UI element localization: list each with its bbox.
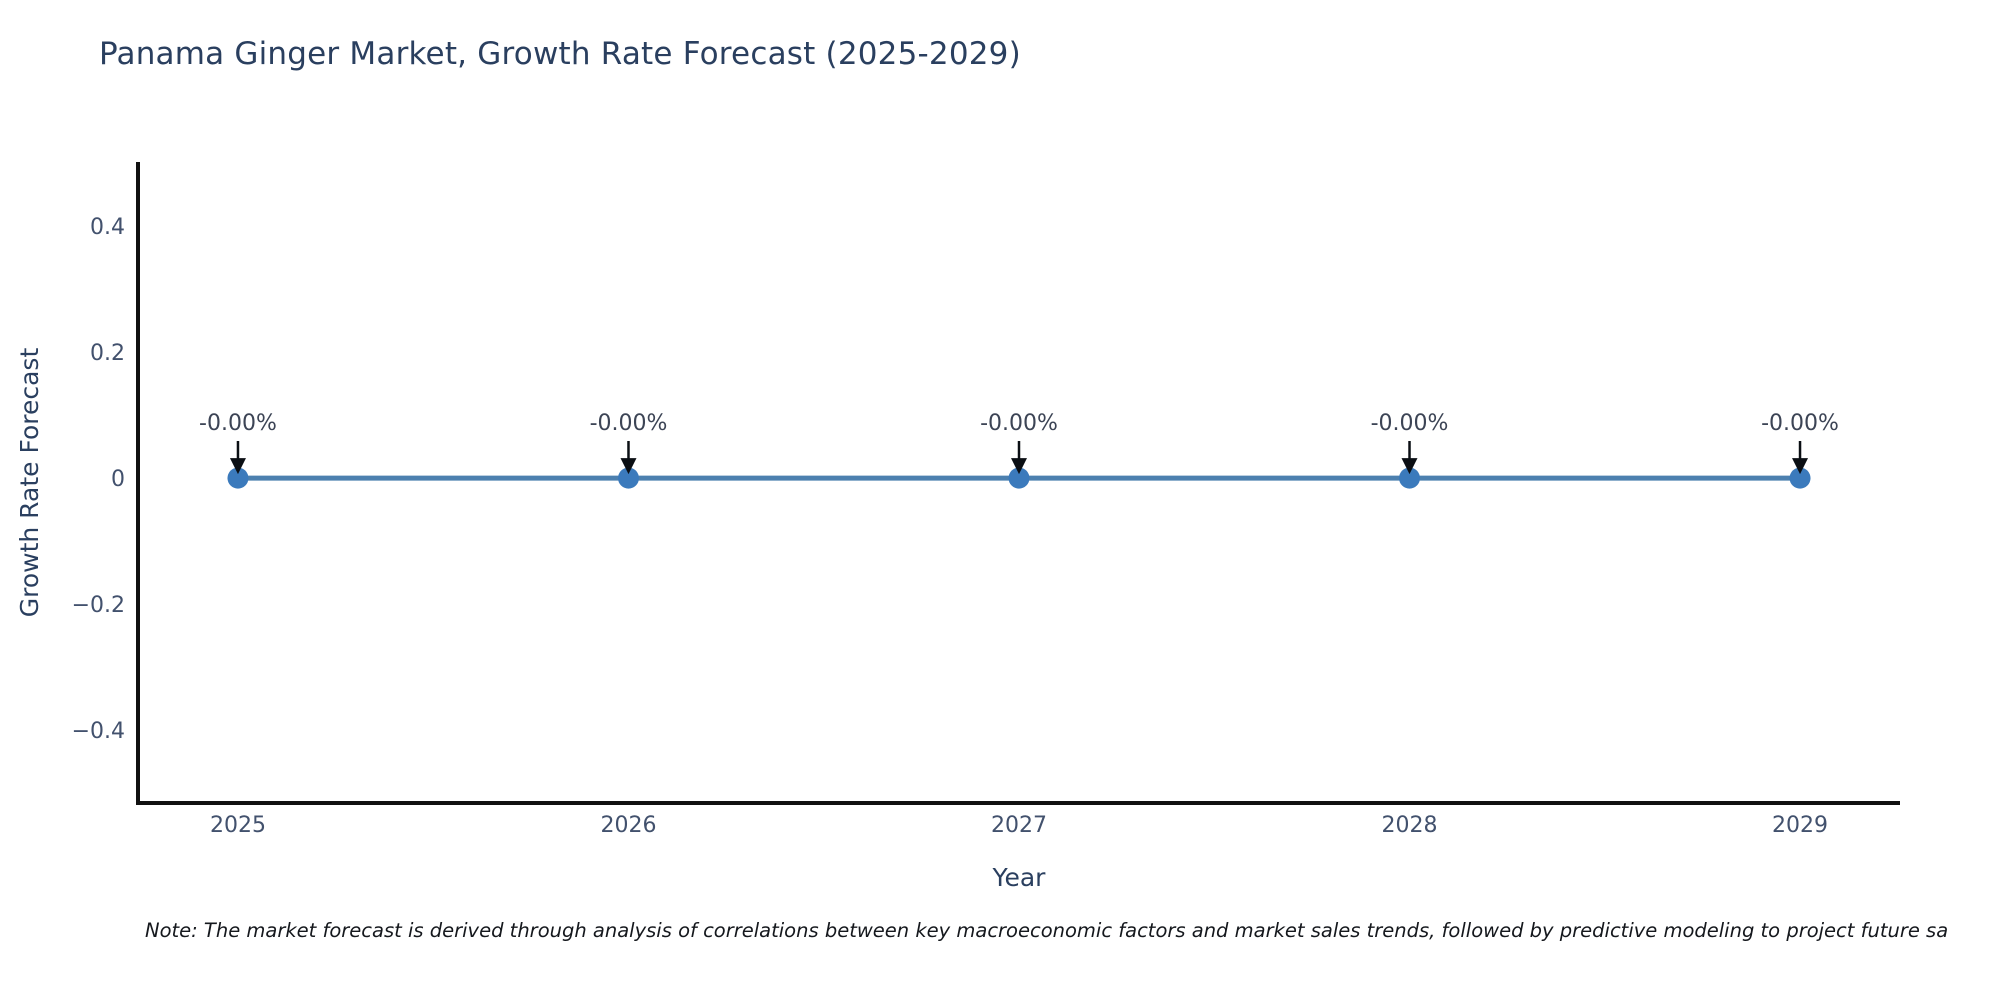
y-axis-title: Growth Rate Forecast — [15, 348, 44, 618]
annotation-arrowhead-icon — [620, 458, 637, 475]
y-tick-label: −0.4 — [72, 719, 125, 744]
x-tick-label: 2025 — [210, 813, 266, 838]
data-point-marker — [1008, 467, 1030, 489]
x-tick-label: 2027 — [991, 813, 1047, 838]
annotation-arrowhead-icon — [1401, 458, 1418, 475]
annotation-label: -0.00% — [590, 411, 668, 436]
footnote-text: Note: The market forecast is derived thr… — [145, 919, 1949, 942]
annotation-arrowhead-icon — [1792, 458, 1809, 475]
annotation-label: -0.00% — [199, 411, 277, 436]
data-point-marker — [227, 467, 249, 489]
data-point-marker — [617, 467, 639, 489]
data-point-marker — [1399, 467, 1421, 489]
y-tick-label: 0.2 — [90, 341, 125, 366]
annotation-arrowhead-icon — [1011, 458, 1027, 475]
x-axis-title: Year — [992, 863, 1047, 892]
x-tick-label: 2029 — [1772, 813, 1828, 838]
annotation-label: -0.00% — [1371, 411, 1449, 436]
x-tick-label: 2026 — [600, 813, 656, 838]
annotation-arrowhead-icon — [229, 458, 246, 475]
data-point-marker — [1789, 467, 1811, 489]
x-tick-label: 2028 — [1382, 813, 1438, 838]
annotation-label: -0.00% — [980, 411, 1058, 436]
y-tick-label: −0.2 — [72, 593, 125, 618]
y-tick-label: 0.4 — [90, 215, 125, 240]
annotation-label: -0.00% — [1761, 411, 1839, 436]
y-tick-label: 0 — [111, 467, 125, 492]
chart-title: Panama Ginger Market, Growth Rate Foreca… — [99, 36, 1021, 72]
